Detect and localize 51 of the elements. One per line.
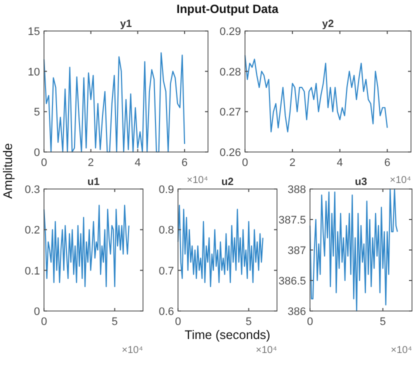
text: ×10⁴ <box>256 345 277 356</box>
y-tick-label: 0.28 <box>220 66 241 78</box>
x-tick-label: 2 <box>88 157 94 169</box>
x-tick-label: 0 <box>174 316 182 328</box>
x-tick-label: 5 <box>380 316 386 328</box>
y-tick-label: 0.27 <box>220 106 241 119</box>
y-tick-label: 0.8 <box>158 224 174 237</box>
line-series <box>244 54 388 132</box>
y-tick-label: 386.5 <box>278 276 306 288</box>
text: ×10⁴ <box>186 175 208 186</box>
x-tick-label: 4 <box>134 157 141 169</box>
y-tick-label: 387 <box>288 245 306 257</box>
y-tick-label: 0.1 <box>24 265 40 278</box>
x-tick-label: 0 <box>306 316 314 328</box>
chart-title: u1 <box>87 176 100 188</box>
x-tick-label: 5 <box>112 316 118 328</box>
y-tick-label: 0.2 <box>24 224 40 237</box>
text: ×10⁴ <box>390 175 411 186</box>
text: Input-Output Data <box>176 2 279 16</box>
y-tick-label: 15 <box>28 26 40 38</box>
y-tick-label: 5 <box>34 106 40 119</box>
y-tick-label: 0.29 <box>220 26 241 38</box>
chart-title: u2 <box>221 176 234 188</box>
line-series <box>309 188 398 312</box>
text: ×10⁴ <box>122 345 143 356</box>
chart-title: u3 <box>354 176 368 188</box>
y-tick-label: 0.9 <box>158 184 174 196</box>
y-tick-label: 0.26 <box>220 147 241 159</box>
text: ×10⁴ <box>390 345 412 356</box>
chart-title: y2 <box>322 18 334 30</box>
y-tick-label: 0 <box>34 306 40 318</box>
y-tick-label: 0.6 <box>158 306 174 318</box>
y-axis-title: Amplitude <box>1 143 15 199</box>
y-tick-label: 0 <box>34 147 40 159</box>
y-tick-label: 388 <box>288 184 306 196</box>
x-tick-label: 6 <box>384 157 390 169</box>
x-tick-label: 2 <box>289 157 296 169</box>
x-tick-label: 6 <box>182 157 188 169</box>
line-series <box>177 204 264 288</box>
y-tick-label: 386 <box>288 306 306 318</box>
x-tick-label: 0 <box>242 157 248 169</box>
y-tick-label: 10 <box>28 66 40 78</box>
line-series <box>43 204 130 288</box>
chart-title: y1 <box>120 18 132 30</box>
y-tick-label: 0.3 <box>24 184 40 196</box>
x-axis-title: Time (seconds) <box>184 328 270 342</box>
y-tick-label: 0.7 <box>158 265 174 278</box>
line-series <box>43 52 186 153</box>
x-tick-label: 5 <box>246 316 252 328</box>
y-tick-label: 387.5 <box>278 214 306 226</box>
x-tick-label: 4 <box>336 157 343 169</box>
